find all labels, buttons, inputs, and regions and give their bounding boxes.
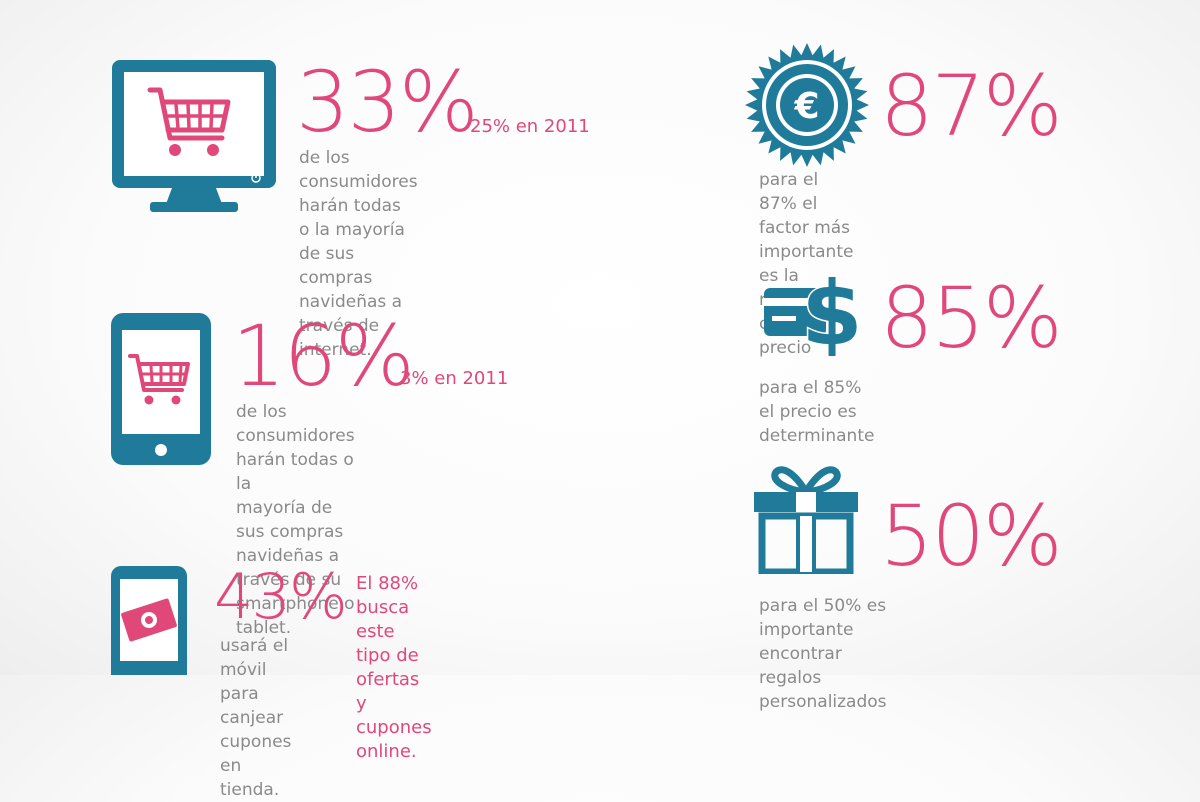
phone-coupon-icon [111,566,187,675]
card-dollar-icon: $ [764,266,862,356]
stat-percent: 16% [232,307,415,405]
monitor-cart-icon [112,60,276,212]
stat-description: para el 50% es importante encontrar rega… [759,596,887,712]
svg-text:$: $ [801,266,862,356]
gift-icon [754,466,858,574]
svg-text:€: € [793,86,819,127]
stat-description: usará el móvil para canjear cupones en t… [220,636,292,800]
tablet-cart-icon [111,313,211,465]
stat-description: de los consumidores harán todas o la may… [236,402,355,638]
stat-description: para el 85% el precio es determinante [759,378,875,446]
stat-comparison: 3% en 2011 [400,368,509,389]
stat-comparison: El 88% busca este tipo de ofertas y cupo… [356,573,432,762]
stat-description: de los consumidores harán todas o la may… [299,148,418,360]
stat-percent: 87% [880,57,1063,155]
stat-percent: 43% [214,560,348,633]
stat-percent: 33% [296,53,479,151]
stat-comparison: 25% en 2011 [470,116,590,137]
stat-percent: 50% [880,487,1063,585]
stat-percent: 85% [880,269,1063,367]
euro-seal-icon: € [745,43,869,167]
